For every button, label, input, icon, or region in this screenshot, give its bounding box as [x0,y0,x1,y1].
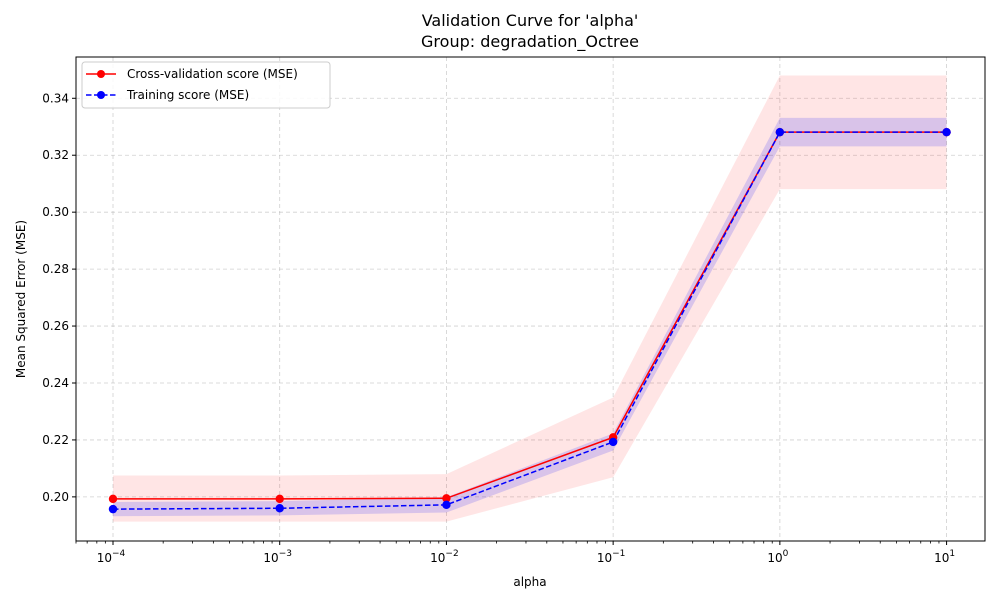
y-axis-label: Mean Squared Error (MSE) [14,220,28,378]
legend-label-cv: Cross-validation score (MSE) [127,67,298,81]
training-score-point [775,127,785,137]
training-score-point [442,500,451,510]
x-tick-label: 100 [767,549,788,565]
x-axis-label: alpha [513,575,546,589]
legend-marker-train [97,91,105,99]
series-lines [112,131,947,510]
legend: Cross-validation score (MSE) Training sc… [81,61,331,109]
y-tick-label: 0.28 [42,262,69,276]
grid-lines [76,57,985,541]
y-tick-label: 0.26 [42,319,69,333]
confidence-bands [112,75,947,522]
training-score-point [608,437,618,447]
chart-subtitle: Group: degradation_Octree [421,32,639,52]
y-tick-label: 0.24 [42,376,69,390]
legend-marker-cv [97,70,105,78]
training-score-band [112,117,947,517]
x-tick-label: 10−4 [97,549,126,565]
cv-score-point [108,494,118,504]
plot-frame [75,56,986,542]
axis-ticks: 10−4 10−3 10−2 10−1 100 101 0.20 0.22 0.24 0.26 0.… [42,91,955,565]
y-tick-label: 0.32 [42,148,69,162]
y-tick-label: 0.34 [42,91,69,105]
chart-title: Validation Curve for 'alpha' [422,11,639,30]
x-tick-label: 10−1 [597,549,626,565]
x-tick-label: 10−3 [263,549,292,565]
y-tick-label: 0.20 [42,490,69,504]
training-score-line [112,131,947,510]
cv-score-band [112,75,947,522]
cv-score-point [275,494,284,504]
training-score-point [275,504,284,513]
x-tick-label: 101 [934,549,955,565]
y-tick-label: 0.22 [42,433,69,447]
training-score-point [942,127,951,137]
series-markers [108,127,951,514]
x-tick-label: 10−2 [430,549,459,565]
training-score-point [108,504,118,514]
legend-box [81,61,331,109]
legend-label-train: Training score (MSE) [126,88,249,102]
cv-score-point [442,494,451,503]
y-tick-label: 0.30 [42,205,69,219]
